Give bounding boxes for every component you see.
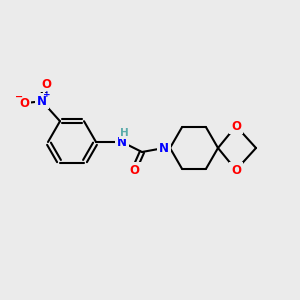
Text: +: + [43, 90, 51, 99]
Text: N: N [117, 136, 127, 148]
Text: O: O [231, 164, 241, 176]
Text: −: − [15, 92, 23, 102]
Text: N: N [37, 95, 47, 108]
Text: H: H [120, 128, 128, 138]
Text: O: O [129, 164, 139, 176]
Text: O: O [41, 78, 51, 91]
Text: H: H [120, 128, 128, 138]
Text: O: O [231, 119, 241, 133]
Text: N: N [159, 142, 169, 154]
Text: N: N [117, 136, 127, 148]
Text: N: N [159, 142, 169, 154]
Text: O: O [19, 97, 29, 110]
